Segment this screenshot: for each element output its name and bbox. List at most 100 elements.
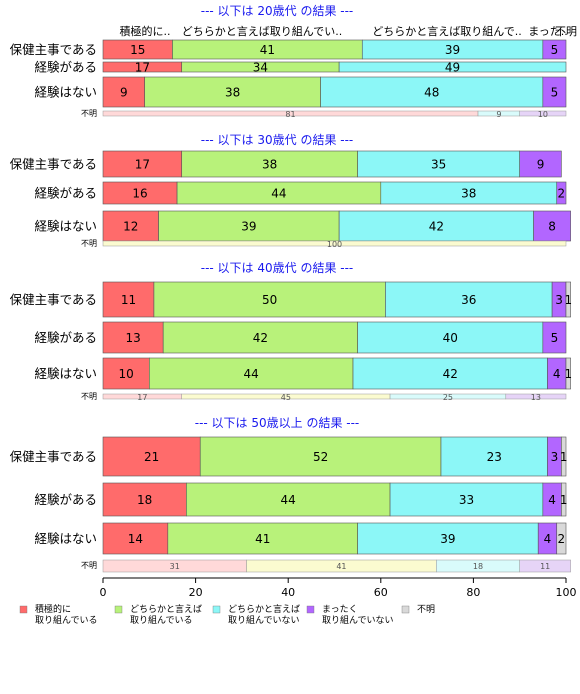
bar-segment: [533, 210, 571, 242]
bar-segment: [542, 39, 567, 60]
unknown-bar-segment: [505, 393, 567, 400]
unknown-value-label: 41: [336, 562, 346, 571]
row-label: 保健主事である: [10, 157, 97, 172]
bar-segment: [556, 522, 567, 555]
legend-label: どちらかと言えば取り組んでいない: [228, 603, 300, 626]
bar-value-label: 5: [551, 86, 559, 100]
legend-label-line: 取り組んでいる: [130, 614, 193, 626]
bar-value-label: 4: [544, 532, 552, 546]
bar-value-label: 36: [461, 293, 476, 307]
bar-segment: [561, 482, 567, 517]
legend-label-line: 積極的に: [35, 603, 71, 615]
unknown-value-label: 17: [137, 393, 147, 402]
bar-value-label: 14: [128, 532, 143, 546]
unknown-bar-segment: [519, 559, 571, 573]
unknown-value-label: 10: [538, 110, 548, 119]
bar-value-label: 18: [137, 493, 152, 507]
bar-value-label: 4: [548, 493, 556, 507]
bar-segment: [565, 281, 571, 318]
bar-segment: [338, 210, 534, 242]
bar-value-label: 2: [558, 187, 566, 201]
bar-segment: [102, 76, 145, 108]
bar-value-label: 38: [225, 86, 240, 100]
column-header: どちらかと言えば取り組んで..: [372, 25, 521, 38]
bar-value-label: 9: [120, 86, 128, 100]
bar-value-label: 41: [260, 43, 275, 57]
bar-segment: [320, 76, 544, 108]
bar-value-label: 44: [271, 187, 286, 201]
row-label: 保健主事である: [10, 449, 97, 464]
row-label: 経験はない: [34, 219, 97, 234]
legend-label-line: 取り組んでいない: [228, 614, 300, 626]
legend-swatch: [306, 605, 315, 614]
bar-segment: [162, 321, 358, 354]
bar-value-label: 5: [551, 331, 559, 345]
bar-segment: [385, 281, 553, 318]
bar-value-label: 48: [424, 86, 439, 100]
bar-segment: [357, 150, 520, 178]
bar-value-label: 3: [551, 450, 559, 464]
bar-value-label: 41: [255, 532, 270, 546]
bar-value-label: 8: [548, 220, 556, 234]
row-label: 経験がある: [34, 186, 97, 201]
bar-value-label: 44: [281, 493, 296, 507]
bar-value-label: 13: [125, 331, 140, 345]
bar-value-label: 39: [440, 532, 455, 546]
x-tick-label: 0: [100, 586, 107, 599]
unknown-value-label: 13: [531, 393, 541, 402]
bar-segment: [357, 321, 544, 354]
bar-segment: [357, 522, 539, 555]
legend-swatch: [19, 605, 28, 614]
row-label: 経験はない: [34, 531, 97, 546]
bar-value-label: 1: [560, 493, 568, 507]
bar-value-label: 2: [558, 532, 566, 546]
bar-segment: [102, 321, 164, 354]
legend-label-line: 取り組んでいる: [35, 614, 98, 626]
bar-value-label: 10: [119, 367, 134, 381]
legend-label: どちらかと言えば取り組んでいる: [130, 603, 202, 626]
bar-segment: [153, 281, 386, 318]
bar-value-label: 34: [253, 61, 268, 75]
bar-segment: [102, 357, 150, 390]
bar-segment: [199, 436, 442, 477]
legend-label: 不明: [417, 604, 435, 615]
bar-segment: [181, 150, 358, 178]
bar-value-label: 21: [144, 450, 159, 464]
bar-value-label: 42: [443, 367, 458, 381]
bar-segment: [102, 281, 155, 318]
legend-label: まったく取り組んでいない: [322, 604, 394, 626]
bar-value-label: 17: [135, 158, 150, 172]
row-label: 保健主事である: [10, 292, 97, 307]
bar-value-label: 1: [560, 450, 568, 464]
unknown-row-label: 不明: [81, 392, 97, 401]
bar-segment: [519, 150, 562, 178]
bar-segment: [149, 357, 354, 390]
bar-segment: [542, 321, 567, 354]
bar-segment: [102, 522, 169, 555]
bar-value-label: 39: [445, 43, 460, 57]
bar-segment: [561, 436, 567, 477]
bar-value-label: 12: [123, 220, 138, 234]
unknown-value-label: 25: [443, 393, 453, 402]
bar-value-label: 33: [459, 493, 474, 507]
bar-segment: [144, 76, 321, 108]
unknown-value-label: 45: [281, 393, 291, 402]
bar-segment: [102, 482, 187, 517]
bar-value-label: 38: [461, 187, 476, 201]
unknown-value-label: 31: [170, 562, 180, 571]
bar-segment: [102, 210, 159, 242]
legend-label-line: どちらかと言えば: [228, 603, 300, 615]
unknown-value-label: 100: [327, 240, 342, 249]
bar-segment: [440, 436, 548, 477]
unknown-bar-segment: [519, 110, 567, 117]
legend-swatch: [401, 605, 410, 614]
unknown-row-label: 不明: [81, 239, 97, 248]
bar-value-label: 23: [487, 450, 502, 464]
bar-segment: [542, 76, 567, 108]
bar-value-label: 3: [555, 293, 563, 307]
legend-label-line: 不明: [417, 604, 435, 615]
bar-value-label: 42: [429, 220, 444, 234]
bar-segment: [565, 357, 571, 390]
legend-label-line: まったく: [322, 604, 358, 615]
bar-segment: [338, 61, 567, 73]
